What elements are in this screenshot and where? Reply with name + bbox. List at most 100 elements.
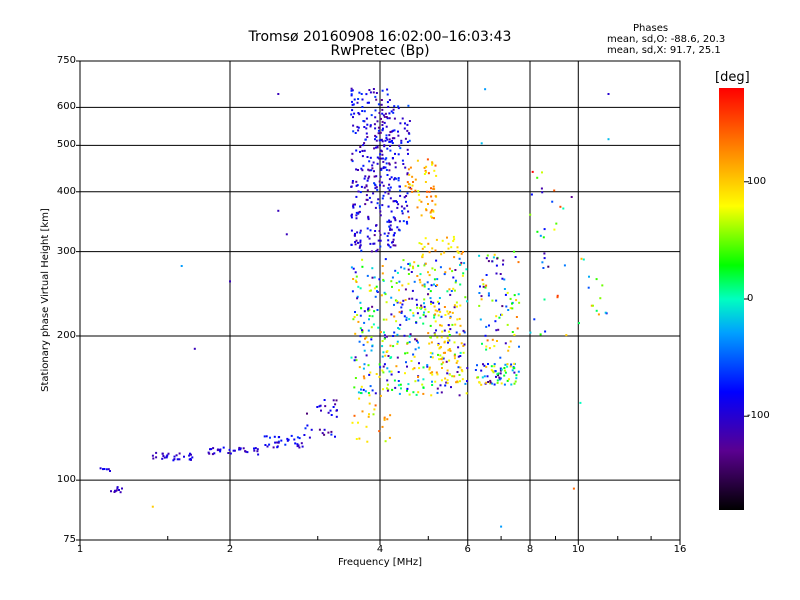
data-point (480, 295, 483, 298)
data-points (99, 87, 610, 528)
data-point (385, 169, 388, 171)
data-point (355, 184, 358, 187)
data-point (486, 339, 489, 342)
data-point (152, 457, 155, 460)
data-point (448, 359, 451, 362)
data-point (390, 296, 393, 299)
data-point (382, 184, 385, 187)
data-point (414, 348, 417, 351)
data-point (370, 250, 373, 253)
data-point (372, 413, 375, 416)
data-point (161, 457, 164, 460)
data-point (222, 446, 225, 449)
data-point (165, 456, 168, 459)
data-point (376, 248, 379, 251)
data-point (449, 349, 452, 352)
data-point (553, 189, 556, 192)
data-point (422, 386, 425, 389)
data-point (397, 130, 399, 133)
data-point (385, 301, 388, 304)
data-point (463, 343, 466, 346)
data-point (392, 240, 394, 243)
data-point (378, 157, 381, 160)
data-point (358, 246, 361, 249)
data-point (388, 436, 391, 439)
data-point (407, 186, 410, 189)
data-point (390, 110, 393, 113)
data-point (373, 276, 376, 279)
data-point (301, 445, 304, 448)
data-point (428, 251, 431, 254)
data-point (381, 181, 384, 184)
data-point (389, 145, 392, 147)
data-point (316, 406, 319, 408)
data-point (409, 183, 411, 186)
data-point (394, 269, 397, 272)
data-point (391, 142, 394, 144)
data-point (232, 449, 235, 452)
data-point (327, 431, 330, 434)
data-point (466, 300, 469, 303)
data-point (425, 195, 428, 198)
data-point (499, 356, 502, 359)
data-point (355, 359, 358, 362)
data-point (389, 130, 392, 133)
data-point (372, 192, 375, 195)
data-point (503, 367, 506, 369)
data-point (440, 391, 443, 394)
data-point (412, 267, 415, 270)
data-point (361, 265, 364, 268)
data-point (384, 440, 387, 443)
data-point (495, 272, 498, 275)
data-point (403, 207, 406, 210)
data-point (359, 205, 361, 208)
data-point (389, 140, 392, 143)
data-point (432, 301, 435, 304)
data-point (457, 251, 460, 254)
data-point (381, 355, 384, 358)
data-point (351, 160, 354, 163)
data-point (363, 126, 366, 128)
data-point (407, 168, 410, 171)
data-point (433, 283, 435, 286)
data-point (434, 313, 437, 316)
data-point (388, 134, 391, 137)
data-point (426, 190, 429, 193)
data-point (382, 167, 385, 170)
data-point (368, 89, 371, 91)
data-point (442, 357, 445, 360)
data-point (353, 316, 356, 318)
data-point (478, 304, 481, 307)
data-point (426, 365, 429, 368)
data-point (434, 309, 437, 312)
data-point (399, 194, 402, 197)
data-point (453, 353, 456, 356)
data-point (408, 139, 411, 142)
data-point (448, 348, 451, 350)
data-point (488, 347, 491, 350)
data-point (357, 98, 360, 100)
data-point (364, 337, 366, 340)
data-point (444, 271, 447, 274)
data-point (371, 305, 374, 308)
data-point (425, 209, 428, 212)
data-point (431, 247, 434, 250)
data-point (495, 329, 498, 332)
data-point (357, 129, 360, 132)
data-point (414, 189, 417, 192)
data-point (385, 134, 388, 137)
data-point (384, 139, 387, 142)
data-point (431, 199, 434, 202)
data-point (456, 380, 459, 383)
data-point (227, 452, 230, 454)
data-point (508, 345, 511, 348)
data-point (393, 331, 396, 334)
data-point (509, 365, 512, 368)
data-point (383, 291, 386, 294)
data-point (434, 333, 437, 336)
data-point (381, 369, 384, 372)
data-point (399, 301, 402, 304)
data-point (460, 252, 463, 255)
data-point (487, 363, 489, 365)
data-point (499, 367, 502, 370)
